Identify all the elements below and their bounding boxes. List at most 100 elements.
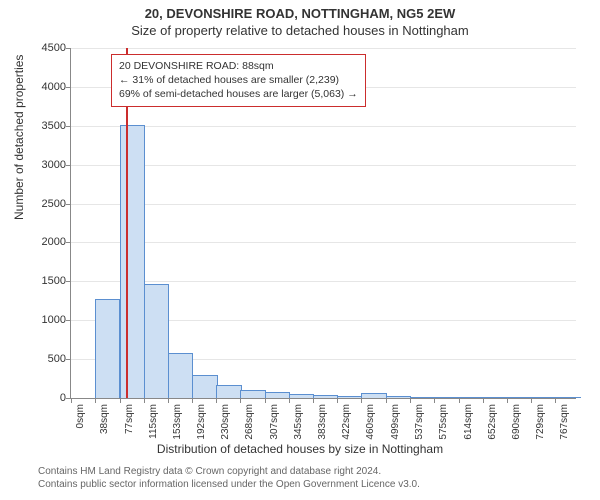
- page-title: 20, DEVONSHIRE ROAD, NOTTINGHAM, NG5 2EW: [0, 0, 600, 21]
- y-tick-mark: [66, 359, 71, 360]
- x-tick-label: 307sqm: [269, 404, 280, 440]
- y-tick-mark: [66, 126, 71, 127]
- x-tick-label: 422sqm: [341, 404, 352, 440]
- x-tick-mark: [71, 398, 72, 403]
- y-tick-label: 1000: [26, 314, 66, 326]
- chart-container: 20, DEVONSHIRE ROAD, NOTTINGHAM, NG5 2EW…: [0, 0, 600, 500]
- x-tick-label: 345sqm: [293, 404, 304, 440]
- x-tick-label: 537sqm: [414, 404, 425, 440]
- x-tick-label: 575sqm: [438, 404, 449, 440]
- y-tick-label: 4500: [26, 42, 66, 54]
- x-tick-label: 115sqm: [148, 404, 159, 439]
- histogram-bar: [483, 397, 508, 398]
- x-tick-mark: [289, 398, 290, 403]
- x-tick-mark: [386, 398, 387, 403]
- y-tick-mark: [66, 242, 71, 243]
- x-tick-label: 614sqm: [463, 404, 474, 440]
- histogram-bar: [192, 375, 217, 398]
- x-tick-mark: [313, 398, 314, 403]
- y-tick-label: 0: [26, 392, 66, 404]
- histogram-bar: [434, 397, 459, 398]
- x-tick-mark: [120, 398, 121, 403]
- x-tick-label: 268sqm: [244, 404, 255, 440]
- histogram-bar: [386, 396, 411, 398]
- histogram-bar: [216, 385, 241, 398]
- y-tick-label: 3000: [26, 159, 66, 171]
- y-tick-label: 2000: [26, 236, 66, 248]
- x-tick-label: 499sqm: [390, 404, 401, 440]
- x-tick-label: 153sqm: [172, 404, 183, 440]
- x-tick-mark: [265, 398, 266, 403]
- x-tick-label: 652sqm: [487, 404, 498, 440]
- histogram-bar: [507, 397, 532, 398]
- page-subtitle: Size of property relative to detached ho…: [0, 21, 600, 38]
- y-tick-mark: [66, 204, 71, 205]
- y-tick-label: 3500: [26, 120, 66, 132]
- x-tick-mark: [240, 398, 241, 403]
- x-tick-mark: [337, 398, 338, 403]
- x-tick-label: 192sqm: [196, 404, 207, 440]
- x-tick-label: 383sqm: [317, 404, 328, 440]
- y-tick-label: 1500: [26, 275, 66, 287]
- footer-line-2: Contains public sector information licen…: [38, 478, 420, 491]
- x-tick-label: 0sqm: [75, 404, 86, 428]
- y-tick-label: 2500: [26, 198, 66, 210]
- x-tick-label: 690sqm: [511, 404, 522, 440]
- x-tick-mark: [459, 398, 460, 403]
- y-tick-mark: [66, 281, 71, 282]
- y-tick-mark: [66, 48, 71, 49]
- x-tick-label: 767sqm: [559, 404, 570, 440]
- histogram-bar: [289, 394, 314, 399]
- x-tick-mark: [192, 398, 193, 403]
- histogram-bar: [410, 397, 435, 398]
- info-box-line-2: ← 31% of detached houses are smaller (2,…: [119, 73, 358, 87]
- histogram-bar: [265, 392, 290, 398]
- histogram-bar: [144, 284, 169, 398]
- y-tick-label: 500: [26, 353, 66, 365]
- x-tick-label: 230sqm: [220, 404, 231, 440]
- grid-line: [71, 281, 576, 282]
- histogram-bar: [337, 396, 362, 398]
- histogram-bar: [168, 353, 193, 398]
- x-tick-mark: [216, 398, 217, 403]
- histogram-bar: [240, 390, 265, 398]
- x-tick-mark: [144, 398, 145, 403]
- y-tick-mark: [66, 320, 71, 321]
- histogram-bar: [459, 397, 484, 398]
- y-tick-mark: [66, 87, 71, 88]
- histogram-bar: [313, 395, 338, 398]
- x-tick-mark: [361, 398, 362, 403]
- histogram-bar: [555, 397, 580, 398]
- x-tick-mark: [483, 398, 484, 403]
- y-tick-mark: [66, 165, 71, 166]
- x-tick-label: 729sqm: [535, 404, 546, 440]
- x-axis-label: Distribution of detached houses by size …: [0, 442, 600, 456]
- x-tick-mark: [168, 398, 169, 403]
- y-axis-label: Number of detached properties: [12, 55, 26, 220]
- footer-attribution: Contains HM Land Registry data © Crown c…: [38, 465, 420, 491]
- grid-line: [71, 242, 576, 243]
- grid-line: [71, 48, 576, 49]
- y-tick-label: 4000: [26, 81, 66, 93]
- x-tick-mark: [531, 398, 532, 403]
- grid-line: [71, 204, 576, 205]
- x-tick-mark: [95, 398, 96, 403]
- histogram-bar: [120, 125, 145, 398]
- info-box-line-1: 20 DEVONSHIRE ROAD: 88sqm: [119, 59, 358, 73]
- info-box-line-3: 69% of semi-detached houses are larger (…: [119, 87, 358, 101]
- info-box: 20 DEVONSHIRE ROAD: 88sqm← 31% of detach…: [111, 54, 366, 107]
- x-tick-label: 38sqm: [99, 404, 110, 434]
- x-tick-label: 77sqm: [124, 404, 135, 434]
- x-tick-mark: [410, 398, 411, 403]
- x-tick-label: 460sqm: [365, 404, 376, 440]
- footer-line-1: Contains HM Land Registry data © Crown c…: [38, 465, 420, 478]
- plot-region: 0500100015002000250030003500400045000sqm…: [70, 48, 576, 399]
- histogram-bar: [531, 397, 556, 398]
- x-tick-mark: [507, 398, 508, 403]
- chart-area: 0500100015002000250030003500400045000sqm…: [70, 48, 575, 398]
- grid-line: [71, 165, 576, 166]
- x-tick-mark: [434, 398, 435, 403]
- x-tick-mark: [555, 398, 556, 403]
- histogram-bar: [361, 393, 386, 398]
- histogram-bar: [95, 299, 120, 398]
